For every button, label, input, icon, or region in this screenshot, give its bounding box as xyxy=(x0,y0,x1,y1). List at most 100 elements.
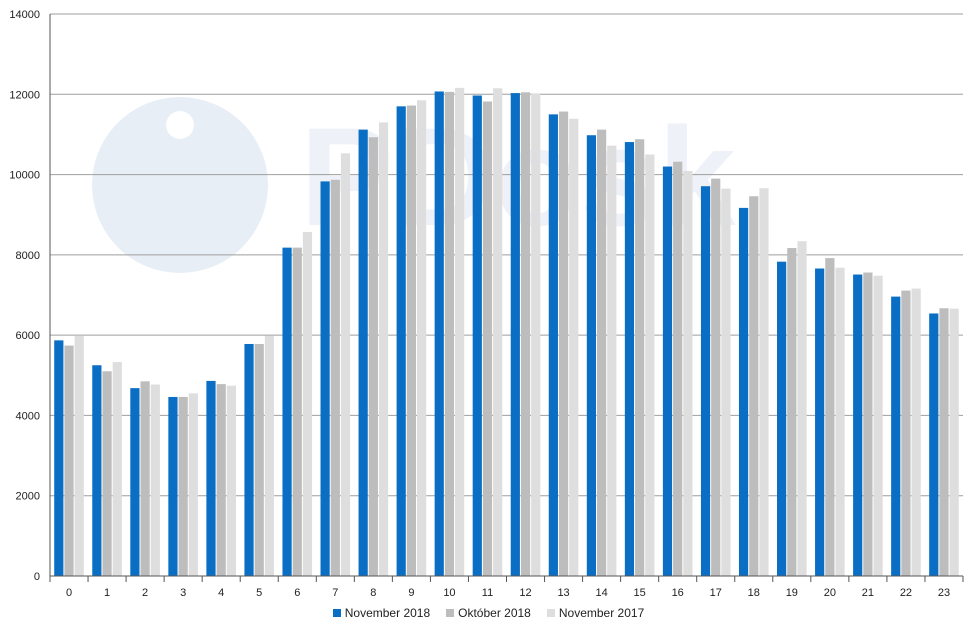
bar-oktober-2018 xyxy=(330,179,340,577)
legend-swatch xyxy=(332,609,341,617)
bar-november-2017 xyxy=(531,93,541,577)
x-tick-label: 6 xyxy=(294,587,300,599)
bar-november-2017 xyxy=(378,122,389,576)
bar-oktober-2018 xyxy=(292,247,302,577)
bar-oktober-2018 xyxy=(825,258,835,576)
x-tick-label: 11 xyxy=(482,587,493,599)
x-tick-label: 9 xyxy=(408,587,414,599)
x-tick-label: 20 xyxy=(824,587,836,599)
bar-november-2017 xyxy=(683,170,693,577)
bar-november-2017 xyxy=(911,288,921,576)
bar-november-2018 xyxy=(358,129,368,576)
bar-november-2018 xyxy=(853,274,863,576)
legend-swatch xyxy=(446,609,455,617)
bar-oktober-2018 xyxy=(901,290,911,576)
bar-oktober-2018 xyxy=(749,196,759,576)
bar-november-2018 xyxy=(206,380,216,576)
bar-november-2017 xyxy=(569,118,579,576)
bar-november-2017 xyxy=(455,87,465,576)
x-tick-label: 21 xyxy=(862,587,874,599)
bar-oktober-2018 xyxy=(178,396,188,576)
bar-november-2017 xyxy=(416,100,427,577)
x-tick-label: 19 xyxy=(786,587,798,599)
bar-november-2018 xyxy=(244,343,254,576)
x-tick-label: 2 xyxy=(142,587,148,599)
bar-november-2018 xyxy=(396,106,406,576)
legend-label: November 2018 xyxy=(344,606,431,620)
bar-oktober-2018 xyxy=(482,101,493,577)
bar-oktober-2018 xyxy=(673,161,683,576)
y-tick-label: 10000 xyxy=(9,170,40,182)
x-tick-label: 1 xyxy=(104,587,110,599)
bar-november-2018 xyxy=(510,93,520,577)
grid-layer xyxy=(50,13,963,497)
bar-oktober-2018 xyxy=(939,308,949,576)
bar-oktober-2018 xyxy=(254,343,264,576)
bar-oktober-2018 xyxy=(444,91,455,577)
x-tick-label: 8 xyxy=(370,587,376,599)
legend-swatch xyxy=(546,609,555,617)
bar-november-2017 xyxy=(188,393,198,576)
x-tick-label: 22 xyxy=(900,587,912,599)
chart-legend: November 2018 Október 2018 November 2017 xyxy=(0,606,977,620)
bar-oktober-2018 xyxy=(863,272,873,576)
bar-november-2018 xyxy=(92,365,102,576)
legend-item[interactable]: November 2017 xyxy=(546,606,644,620)
x-tick-label: 5 xyxy=(256,587,262,599)
bar-oktober-2018 xyxy=(558,111,569,576)
legend-item[interactable]: November 2018 xyxy=(332,606,431,620)
bar-november-2017 xyxy=(226,385,236,576)
x-tick-label: 14 xyxy=(595,587,607,599)
y-tick-label: 14000 xyxy=(9,9,40,21)
bar-november-2017 xyxy=(74,335,84,576)
bar-november-2018 xyxy=(320,181,330,576)
x-tick-label: 12 xyxy=(519,587,531,599)
bar-november-2018 xyxy=(586,135,597,576)
bar-oktober-2018 xyxy=(635,139,645,576)
bar-november-2018 xyxy=(472,95,482,577)
y-tick-label: 6000 xyxy=(16,330,40,342)
x-tick-label: 3 xyxy=(180,587,186,599)
x-tick-label: 15 xyxy=(634,587,646,599)
bar-november-2017 xyxy=(759,188,769,576)
bar-november-2018 xyxy=(282,247,292,577)
x-tick-label: 18 xyxy=(748,587,760,599)
x-tick-label: 17 xyxy=(710,587,722,599)
x-tick-label: 0 xyxy=(66,587,72,599)
bar-november-2017 xyxy=(607,145,617,576)
bar-november-2018 xyxy=(624,142,635,576)
legend-item[interactable]: Október 2018 xyxy=(446,606,531,620)
bar-oktober-2018 xyxy=(520,92,531,577)
y-tick-label: 12000 xyxy=(9,89,40,101)
x-tick-label: 13 xyxy=(557,587,569,599)
bar-november-2018 xyxy=(815,268,825,576)
bar-november-2017 xyxy=(302,231,313,576)
bar-oktober-2018 xyxy=(140,381,150,576)
bar-november-2018 xyxy=(168,396,178,576)
bar-november-2018 xyxy=(662,166,673,577)
bar-november-2017 xyxy=(264,335,275,576)
bar-november-2017 xyxy=(721,188,731,576)
y-tick-label: 0 xyxy=(34,571,40,583)
bar-oktober-2018 xyxy=(216,384,226,576)
bar-oktober-2018 xyxy=(597,129,607,576)
bar-oktober-2018 xyxy=(711,178,721,577)
bar-november-2018 xyxy=(548,114,558,576)
x-tick-label: 23 xyxy=(938,587,950,599)
bar-oktober-2018 xyxy=(64,345,74,576)
y-tick-label: 4000 xyxy=(16,410,40,422)
bar-november-2018 xyxy=(891,296,901,576)
bar-november-2018 xyxy=(777,261,787,576)
bar-november-2017 xyxy=(797,241,807,577)
bar-oktober-2018 xyxy=(102,371,112,576)
bar-november-2017 xyxy=(949,308,959,576)
bar-november-2017 xyxy=(645,154,655,576)
bar-oktober-2018 xyxy=(787,248,797,577)
bar-november-2018 xyxy=(738,207,749,576)
bar-november-2018 xyxy=(434,91,444,577)
bar-november-2017 xyxy=(340,153,351,576)
bar-november-2018 xyxy=(54,340,64,576)
y-tick-label: 8000 xyxy=(16,250,40,262)
